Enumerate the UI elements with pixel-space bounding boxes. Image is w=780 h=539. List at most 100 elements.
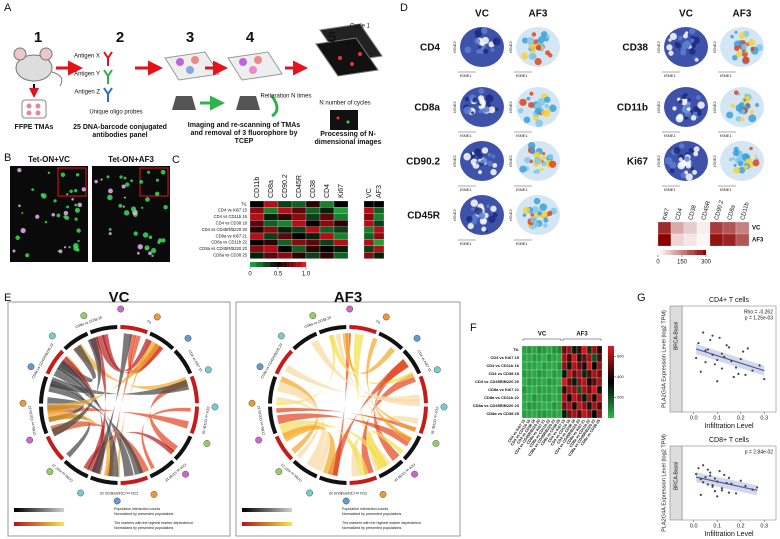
heatmap-cell xyxy=(249,207,265,214)
tsne-cluster xyxy=(542,211,549,217)
heatmap-cell xyxy=(670,233,685,247)
tsne-cluster xyxy=(528,102,535,109)
chord-arc xyxy=(120,475,149,485)
heatmap-cell xyxy=(373,226,385,234)
x-tick-label: 0.2 xyxy=(737,523,745,529)
tsne-cluster xyxy=(688,48,696,55)
legend-bar xyxy=(264,508,268,512)
tsne-cluster xyxy=(541,155,547,160)
scatter-point xyxy=(734,366,738,369)
heatmap-cell xyxy=(526,393,533,403)
colorbar-step xyxy=(297,262,300,267)
heatmap-cell xyxy=(566,353,573,363)
heatmap-cell xyxy=(576,385,583,395)
plot-title: CD4+ T cells xyxy=(709,297,750,304)
tsne-cluster xyxy=(490,47,495,52)
legend-bar xyxy=(272,508,275,512)
heatmap-cell xyxy=(521,377,528,387)
node-dot xyxy=(80,312,88,320)
node-dot xyxy=(48,332,56,340)
tsne-cluster xyxy=(524,157,531,164)
scatter-point xyxy=(720,367,724,370)
heatmap-cell xyxy=(561,377,568,387)
scatter-point xyxy=(737,372,740,375)
tsne-cluster xyxy=(475,160,480,165)
cell-dot xyxy=(17,168,22,173)
legend-bar xyxy=(34,522,37,526)
tsne-cluster xyxy=(735,116,742,122)
colorbar-step xyxy=(279,262,281,267)
heatmap-cell xyxy=(709,233,724,247)
legend-text: Population interaction counts xyxy=(342,507,388,511)
heatmap-cell xyxy=(551,385,558,395)
cell-dot xyxy=(123,210,130,216)
heatmap-cell xyxy=(696,221,711,235)
chord-arc xyxy=(173,435,193,461)
colorbar-step xyxy=(289,262,291,267)
legend-bar xyxy=(267,522,270,526)
chord-arc xyxy=(418,375,428,404)
legend-bar xyxy=(269,508,273,512)
column-label: CD45R xyxy=(701,200,712,221)
x-tick-label: 0.3 xyxy=(760,523,768,529)
colorbar-step xyxy=(677,250,679,255)
caption: FFPE TMAs xyxy=(15,124,54,131)
scatter-point xyxy=(739,357,742,361)
tsne-cluster xyxy=(543,217,549,223)
caption: Imaging and re-scanning of TMAs and remo… xyxy=(187,122,301,146)
heatmap-cell xyxy=(263,200,279,208)
condition-title: VC xyxy=(679,9,693,20)
scatter-point xyxy=(742,350,745,353)
colorbar-step xyxy=(608,382,614,385)
tsne-cluster xyxy=(519,165,527,173)
scatter-point xyxy=(709,474,712,477)
heatmap-cell xyxy=(531,401,538,411)
legend-bar xyxy=(282,508,285,512)
colorbar-step xyxy=(608,404,614,407)
scatter-point xyxy=(702,481,705,484)
heatmap-cell xyxy=(566,409,573,419)
colorbar-step xyxy=(262,262,265,267)
legend-bar xyxy=(267,508,270,512)
node-label: CD4 vs CD45R/B220 20 xyxy=(100,491,138,495)
tsne-cluster xyxy=(690,115,697,121)
chord-arc xyxy=(274,435,294,461)
chord-ribbon xyxy=(47,411,114,477)
heatmap-cell xyxy=(551,345,558,355)
tsne-cluster xyxy=(728,157,733,162)
tsne-cluster xyxy=(539,203,548,212)
stat-label: p = 1.25e-03 xyxy=(745,315,773,321)
heatmap-cell xyxy=(305,220,321,227)
colorbar-step xyxy=(303,262,305,267)
heatmap-cell xyxy=(683,221,698,235)
heatmap-cell xyxy=(591,401,598,411)
cell-dot xyxy=(77,202,83,208)
tsne-cluster xyxy=(483,106,490,113)
tsne-cluster xyxy=(548,160,557,168)
heatmap-cell xyxy=(546,361,553,371)
heatmap-cell xyxy=(373,239,385,246)
chord-ribbon xyxy=(46,340,160,414)
x-axis-label: Infiltration Level xyxy=(704,423,753,430)
node-dot xyxy=(203,440,211,447)
colorbar-step xyxy=(608,352,614,355)
legend-bar xyxy=(249,508,253,512)
colorbar-tick-label: 600 xyxy=(617,353,624,358)
legend-bar xyxy=(262,508,265,512)
scatter-point xyxy=(763,378,766,381)
cell-dot xyxy=(106,175,110,179)
tsne-cluster xyxy=(736,50,743,58)
tsne-cluster xyxy=(533,151,541,159)
tsne-cluster xyxy=(668,38,672,42)
tsne-cluster xyxy=(697,101,705,109)
scatter-point xyxy=(716,380,719,383)
scatter-point xyxy=(711,484,714,487)
cell-dot xyxy=(40,193,45,197)
heatmap-cell xyxy=(277,200,293,208)
colorbar-step xyxy=(664,250,667,255)
colorbar-step xyxy=(254,262,256,267)
condition-title: AF3 xyxy=(733,9,752,20)
tsne-cluster xyxy=(745,95,750,100)
heatmap-cell xyxy=(526,377,533,387)
cell-dot xyxy=(57,250,60,253)
